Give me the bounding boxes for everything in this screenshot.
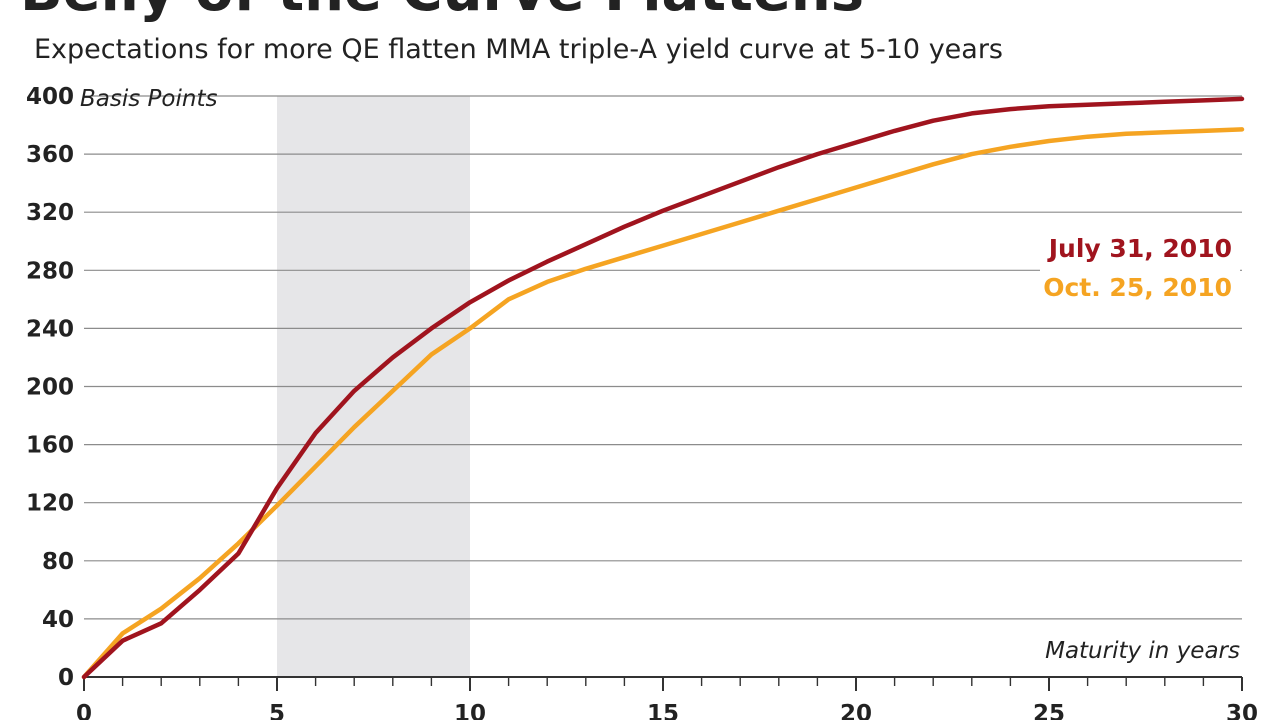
chart-title: Belly of the Curve Flattens — [20, 0, 864, 24]
legend-oct-25-2010: Oct. 25, 2010 — [1043, 273, 1232, 302]
x-tick-5: 5 — [269, 701, 285, 720]
series-line-1 — [81, 127, 1245, 680]
x-tick-20: 20 — [840, 701, 872, 720]
series-lines — [81, 96, 1245, 680]
y-tick-40: 40 — [42, 607, 74, 633]
legend: July 31, 2010 Oct. 25, 2010 — [1040, 232, 1240, 302]
y-tick-labels: 0 40 80 120 160 200 240 280 320 360 400 — [26, 84, 74, 691]
x-tick-0: 0 — [76, 701, 92, 720]
legend-july-31-2010: July 31, 2010 — [1047, 234, 1232, 263]
x-tick-25: 25 — [1033, 701, 1065, 720]
y-tick-160: 160 — [26, 433, 74, 459]
y-tick-80: 80 — [42, 549, 74, 575]
series-line-0 — [81, 96, 1245, 680]
x-axis-label: Maturity in years — [1045, 638, 1240, 664]
y-tick-120: 120 — [26, 491, 74, 517]
y-tick-360: 360 — [26, 142, 74, 168]
y-tick-240: 240 — [26, 316, 74, 342]
chart-subtitle: Expectations for more QE flatten MMA tri… — [34, 34, 1003, 65]
x-tick-10: 10 — [454, 701, 486, 720]
y-tick-0: 0 — [58, 665, 74, 691]
y-axis-label: Basis Points — [80, 86, 217, 112]
grid-lines — [84, 95, 1242, 620]
y-tick-400: 400 — [26, 84, 74, 110]
x-tick-15: 15 — [647, 701, 679, 720]
y-tick-320: 320 — [26, 200, 74, 226]
x-axis: 0 5 10 15 20 25 30 — [76, 676, 1258, 720]
y-tick-200: 200 — [26, 375, 74, 401]
y-tick-280: 280 — [26, 258, 74, 284]
x-tick-30: 30 — [1226, 701, 1258, 720]
